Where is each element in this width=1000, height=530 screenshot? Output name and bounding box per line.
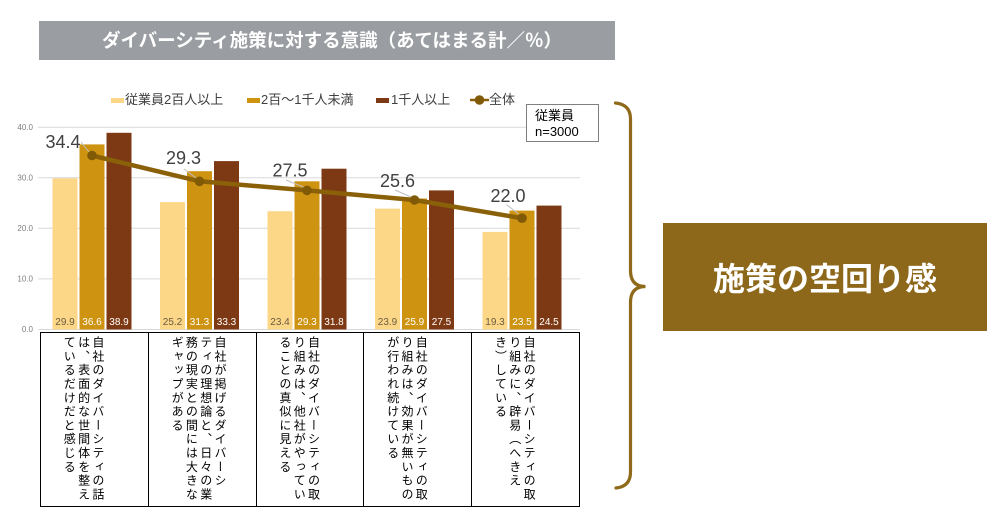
svg-text:25.2: 25.2 [163,317,183,328]
svg-text:29.3: 29.3 [297,317,317,328]
svg-text:27.5: 27.5 [432,317,452,328]
svg-text:24.5: 24.5 [539,317,559,328]
svg-text:19.3: 19.3 [485,317,505,328]
svg-text:29.3: 29.3 [166,148,201,168]
svg-text:20.0: 20.0 [17,224,33,233]
svg-text:25.6: 25.6 [380,171,415,191]
svg-text:29.9: 29.9 [55,317,75,328]
svg-text:27.5: 27.5 [273,161,308,181]
svg-text:40.0: 40.0 [17,123,33,132]
svg-text:33.3: 33.3 [217,317,237,328]
svg-text:23.5: 23.5 [512,317,532,328]
svg-text:31.3: 31.3 [190,317,210,328]
svg-text:25.9: 25.9 [405,317,425,328]
svg-text:36.6: 36.6 [82,317,102,328]
svg-text:22.0: 22.0 [491,186,526,206]
svg-text:38.9: 38.9 [109,317,129,328]
svg-text:23.9: 23.9 [378,317,398,328]
svg-text:34.4: 34.4 [46,132,81,152]
svg-text:23.4: 23.4 [270,317,290,328]
svg-text:10.0: 10.0 [17,275,33,284]
svg-text:30.0: 30.0 [17,174,33,183]
svg-text:31.8: 31.8 [324,317,344,328]
svg-text:0.0: 0.0 [22,325,34,334]
